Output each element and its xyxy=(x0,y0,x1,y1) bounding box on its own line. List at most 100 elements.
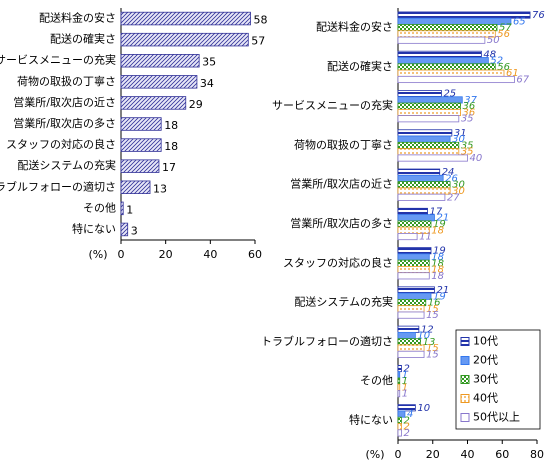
legend-swatch xyxy=(460,413,470,422)
value-label: 25 xyxy=(443,89,456,100)
bar xyxy=(397,220,432,228)
value-label: 67 xyxy=(516,74,529,85)
value-label: 17 xyxy=(162,161,176,174)
legend-label: 20代 xyxy=(473,354,498,367)
value-label: 15 xyxy=(426,343,439,354)
bar xyxy=(120,96,187,110)
category-label: 営業所/取次店の近さ xyxy=(290,177,393,191)
value-label: 3 xyxy=(131,224,138,237)
value-label: 19 xyxy=(433,291,446,302)
bar xyxy=(397,371,401,379)
bar xyxy=(397,272,430,280)
bar xyxy=(397,214,435,222)
bar xyxy=(397,383,401,391)
legend-label: 10代 xyxy=(473,335,498,348)
category-label: スタッフの対応の良さ xyxy=(283,255,393,269)
value-label: 2 xyxy=(403,422,409,433)
legend-swatch xyxy=(460,394,470,403)
category-label: サービスメニューの充実 xyxy=(0,53,116,67)
bar xyxy=(397,253,430,261)
value-label: 2 xyxy=(403,428,409,439)
value-label: 30 xyxy=(452,180,465,191)
bar xyxy=(397,96,463,104)
value-label: 18 xyxy=(164,119,178,132)
value-label: 57 xyxy=(251,35,265,48)
x-tick-label: 0 xyxy=(395,448,402,461)
category-label: 配送システムの充実 xyxy=(17,158,116,172)
value-label: 18 xyxy=(431,225,444,236)
value-label: 21 xyxy=(436,213,449,224)
value-label: 11 xyxy=(419,232,432,243)
bar xyxy=(120,159,160,173)
x-tick-label: 20 xyxy=(426,448,440,461)
value-label: 12 xyxy=(421,324,434,335)
bar xyxy=(397,338,421,346)
bar xyxy=(397,154,468,162)
category-label: 荷物の取扱の丁寧さ xyxy=(294,137,393,151)
bar xyxy=(397,63,496,71)
value-label: 35 xyxy=(461,147,474,158)
value-label: 21 xyxy=(436,285,449,296)
value-label: 1 xyxy=(402,389,408,400)
bar xyxy=(397,404,416,412)
value-label: 1 xyxy=(402,382,408,393)
bar xyxy=(397,390,401,398)
x-tick-label: 0 xyxy=(118,248,125,261)
category-label: 配送の確実さ xyxy=(327,59,393,73)
bar xyxy=(397,129,453,137)
x-tick-label: 40 xyxy=(461,448,475,461)
bar xyxy=(397,207,428,215)
category-label: トラブルフォローの適切さ xyxy=(0,179,116,193)
x-axis-label: (%) xyxy=(88,248,107,261)
value-label: 18 xyxy=(164,140,178,153)
bar xyxy=(120,138,162,152)
category-label: 営業所/取次店の多さ xyxy=(290,216,393,230)
value-label: 1 xyxy=(402,370,408,381)
category-label: 特にない xyxy=(349,412,393,426)
category-label: その他 xyxy=(360,374,393,387)
value-label: 30 xyxy=(452,134,465,145)
value-label: 27 xyxy=(447,192,460,203)
bar xyxy=(397,187,451,195)
bar xyxy=(120,180,151,194)
bar xyxy=(120,11,251,26)
value-label: 31 xyxy=(454,128,467,139)
value-label: 40 xyxy=(470,153,483,164)
bar xyxy=(397,325,420,333)
value-label: 58 xyxy=(254,14,268,27)
bar xyxy=(397,181,451,189)
value-label: 18 xyxy=(431,258,444,269)
bar xyxy=(120,32,249,47)
category-label: 配送の確実さ xyxy=(50,32,116,46)
value-label: 36 xyxy=(463,101,476,112)
bar xyxy=(397,57,489,65)
bar xyxy=(397,141,460,149)
category-label: サービスメニューの充実 xyxy=(272,98,393,112)
value-label: 15 xyxy=(426,310,439,321)
bar xyxy=(120,54,200,68)
x-tick-label: 60 xyxy=(495,448,509,461)
bar xyxy=(397,30,496,38)
value-label: 18 xyxy=(431,271,444,282)
bar xyxy=(120,222,129,237)
value-label: 52 xyxy=(490,56,503,67)
bar xyxy=(397,102,461,110)
category-label: 営業所/取次店の近さ xyxy=(13,95,116,109)
value-label: 26 xyxy=(445,173,458,184)
bar xyxy=(397,24,498,32)
value-label: 50 xyxy=(487,35,500,46)
bar xyxy=(397,174,444,182)
value-label: 57 xyxy=(499,23,512,34)
value-label: 16 xyxy=(428,298,441,309)
bar xyxy=(397,148,460,156)
bar xyxy=(397,50,482,58)
category-label: 配送システムの充実 xyxy=(294,295,393,309)
value-label: 76 xyxy=(532,10,545,21)
legend-swatch xyxy=(460,337,470,346)
legend-label: 40代 xyxy=(473,392,498,405)
bar xyxy=(397,168,441,176)
bar xyxy=(397,423,402,431)
bar xyxy=(120,201,124,216)
bar xyxy=(397,135,451,143)
value-label: 13 xyxy=(153,182,167,195)
